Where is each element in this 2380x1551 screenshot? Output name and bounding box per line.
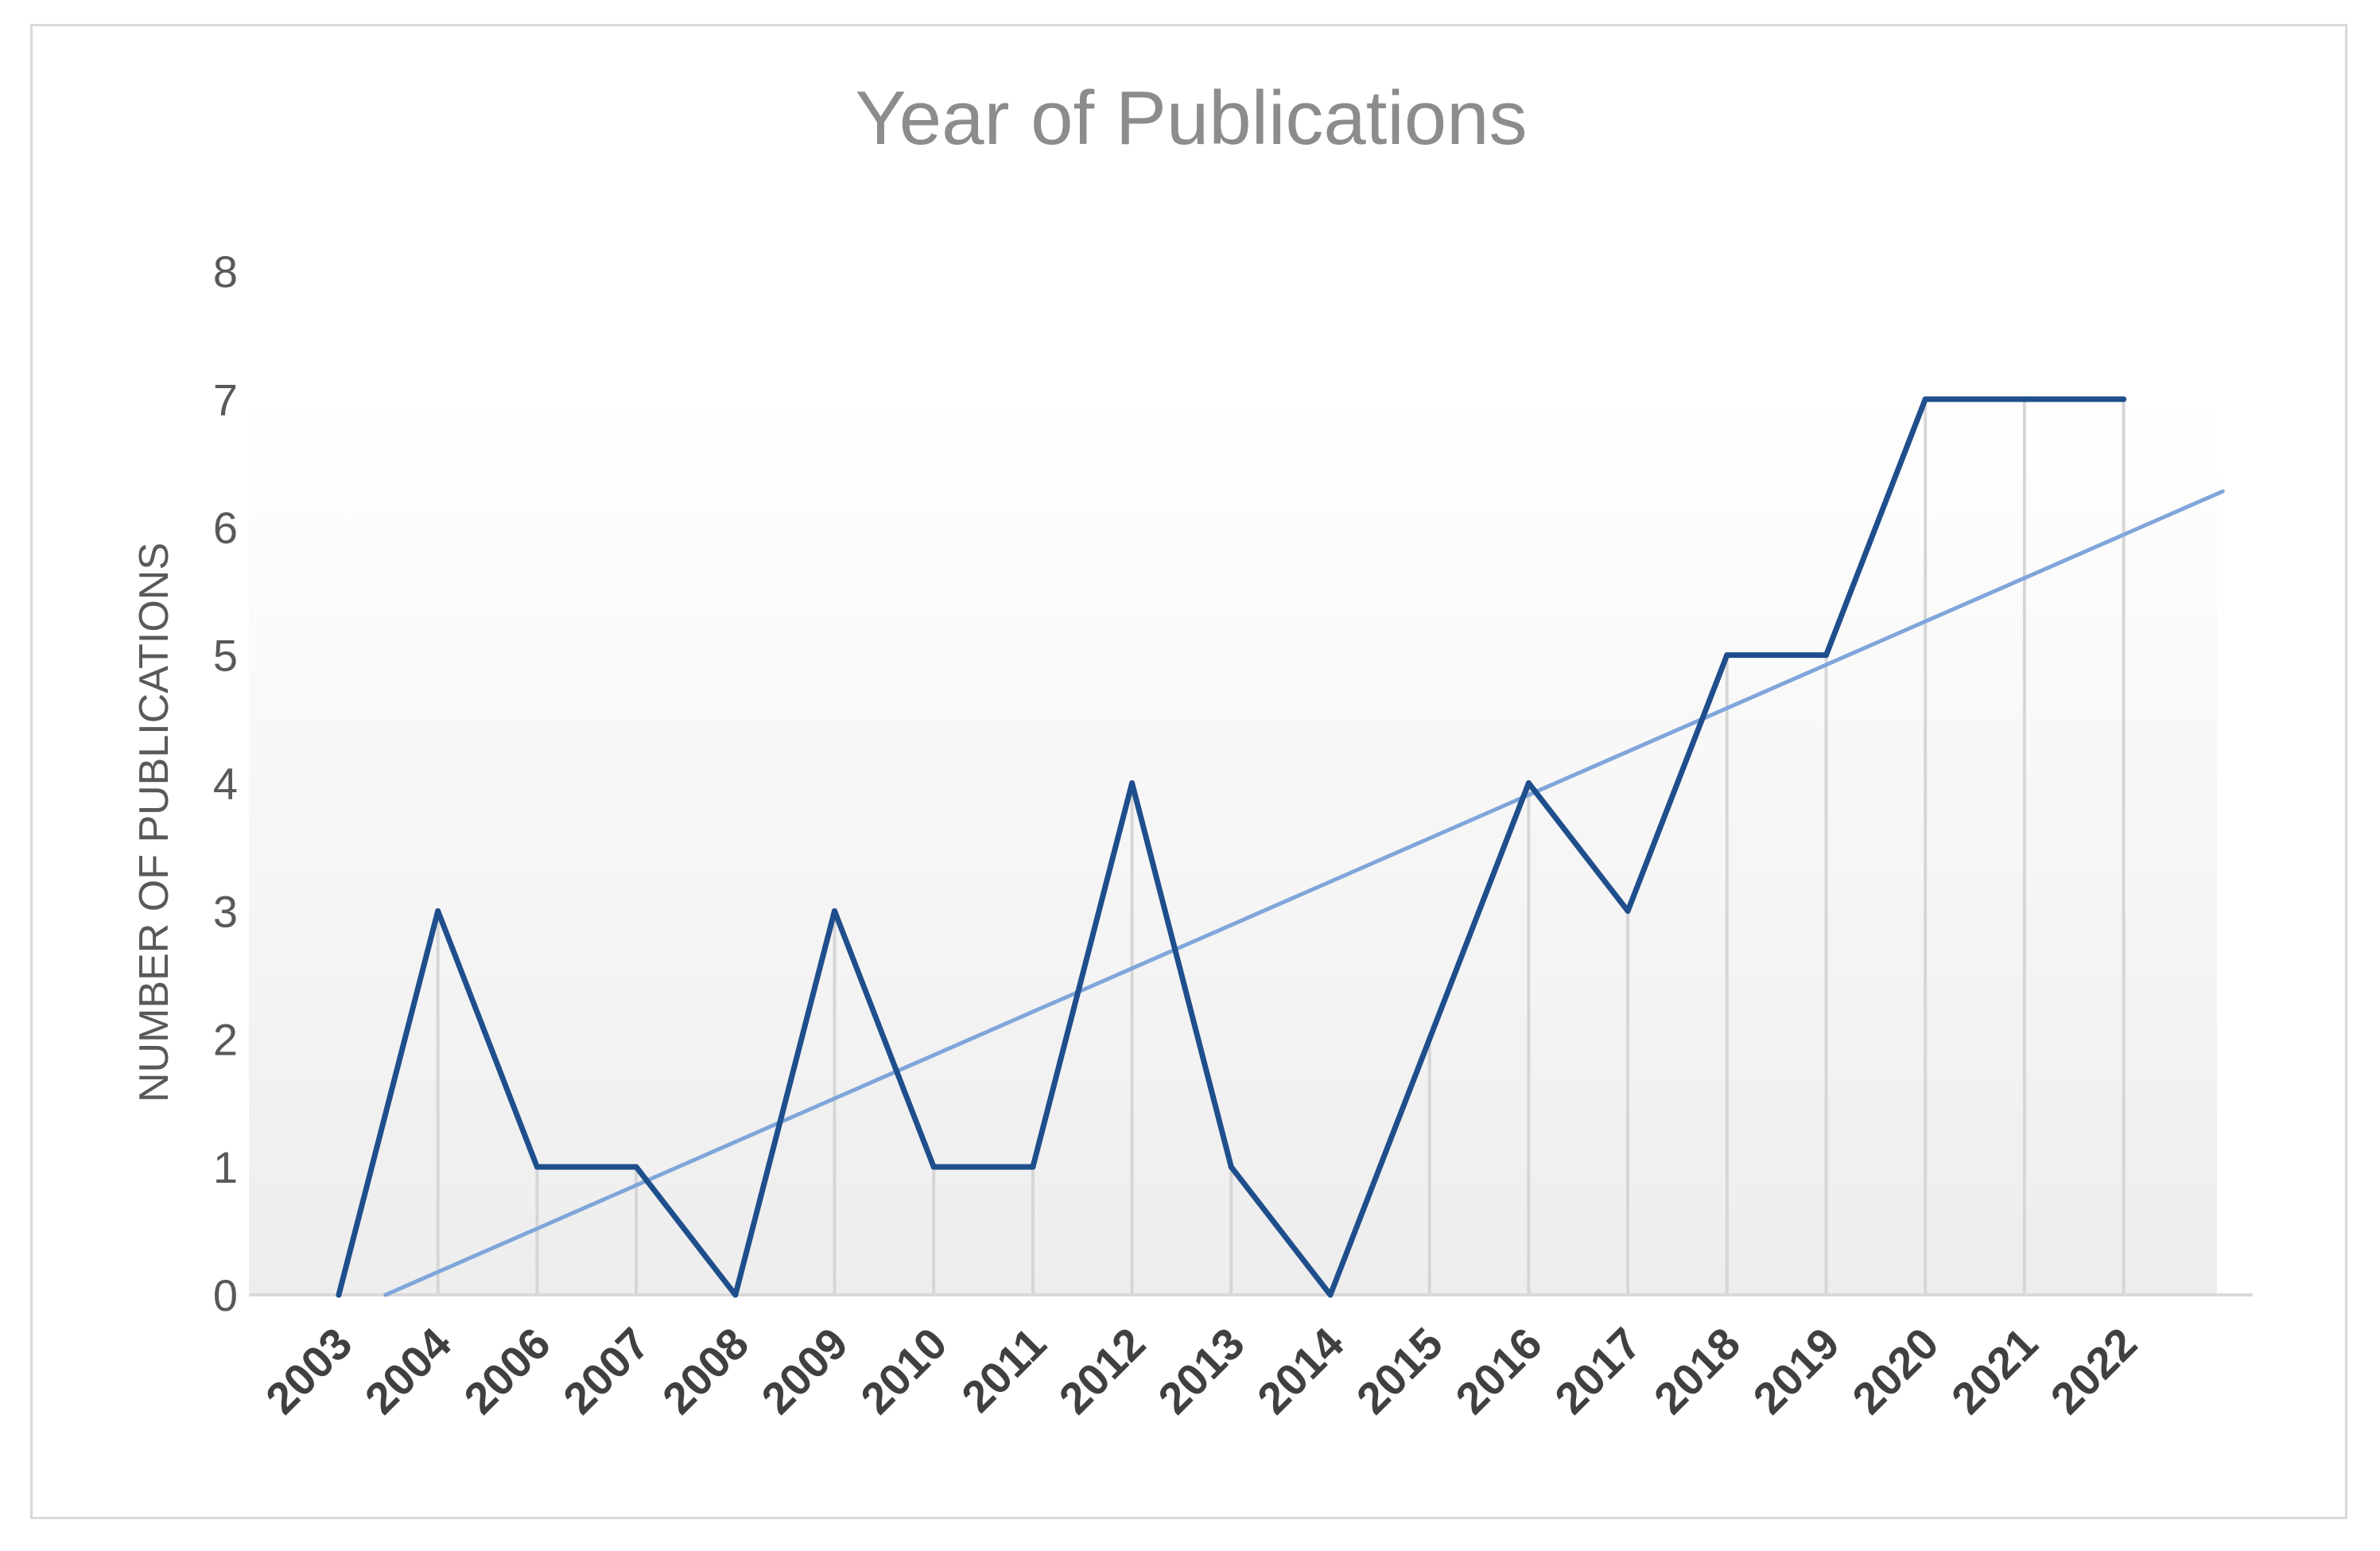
data-point <box>930 1164 937 1170</box>
x-tick-label: 2003 <box>256 1318 362 1424</box>
data-point <box>633 1164 639 1170</box>
y-tick-label: 6 <box>213 503 238 553</box>
series-group <box>336 396 2127 1298</box>
y-tick-label: 1 <box>213 1142 238 1192</box>
line-chart: Year of Publications NUMBER OF PUBLICATI… <box>131 76 2253 1424</box>
plot-area-background <box>249 398 2217 1295</box>
data-point <box>2121 396 2127 402</box>
data-point <box>1724 652 1730 659</box>
x-tick-label: 2013 <box>1148 1318 1254 1424</box>
data-point <box>732 1292 739 1298</box>
data-point <box>1427 1036 1433 1042</box>
x-tick-label: 2016 <box>1446 1318 1551 1424</box>
data-point <box>1625 908 1631 914</box>
y-tick-label: 2 <box>213 1014 238 1064</box>
trendline <box>383 489 2225 1297</box>
x-tick-label: 2004 <box>355 1318 461 1424</box>
data-point <box>1228 1164 1234 1170</box>
x-tick-label: 2011 <box>952 1318 1055 1421</box>
trendline-group <box>383 489 2225 1297</box>
x-tick-label: 2017 <box>1545 1318 1651 1424</box>
x-tick-label: 2021 <box>1942 1318 2048 1424</box>
y-tick-label: 4 <box>213 759 238 809</box>
x-tick-label: 2014 <box>1248 1318 1353 1424</box>
x-tick-label: 2018 <box>1644 1318 1750 1424</box>
y-tick-label: 3 <box>213 886 238 936</box>
data-point <box>1030 1164 1036 1170</box>
data-point <box>435 908 441 914</box>
data-point <box>1327 1292 1334 1298</box>
y-axis-ticks: 0 1 2 3 4 5 6 7 8 <box>213 247 238 1320</box>
data-point <box>1823 652 1829 659</box>
x-tick-label: 2006 <box>454 1318 560 1424</box>
x-tick-label: 2019 <box>1743 1318 1849 1424</box>
data-point <box>534 1164 540 1170</box>
y-tick-label: 8 <box>213 247 238 297</box>
x-axis-ticks: 2003200420062007200820092010201120122013… <box>256 1318 2146 1424</box>
data-point <box>1922 396 1928 402</box>
x-tick-label: 2008 <box>653 1318 759 1424</box>
x-tick-label: 2012 <box>1049 1318 1155 1424</box>
chart-title: Year of Publications <box>855 76 1527 161</box>
x-tick-label: 2010 <box>851 1318 957 1424</box>
y-tick-label: 0 <box>213 1270 238 1320</box>
drop-lines <box>436 398 2126 1295</box>
data-point <box>1525 780 1532 786</box>
y-axis-label: NUMBER OF PUBLICATIONS <box>131 542 177 1102</box>
x-tick-label: 2009 <box>751 1318 857 1424</box>
data-point <box>832 908 837 914</box>
x-tick-label: 2020 <box>1842 1318 1948 1424</box>
x-tick-label: 2007 <box>553 1318 659 1424</box>
x-tick-label: 2015 <box>1347 1318 1453 1424</box>
x-tick-label: 2022 <box>2040 1318 2146 1424</box>
y-tick-label: 5 <box>213 631 238 681</box>
chart-frame: Year of Publications NUMBER OF PUBLICATI… <box>30 24 2347 1519</box>
data-point <box>1129 780 1136 786</box>
y-tick-label: 7 <box>213 375 238 425</box>
data-point <box>336 1292 342 1298</box>
data-point <box>2021 396 2028 402</box>
